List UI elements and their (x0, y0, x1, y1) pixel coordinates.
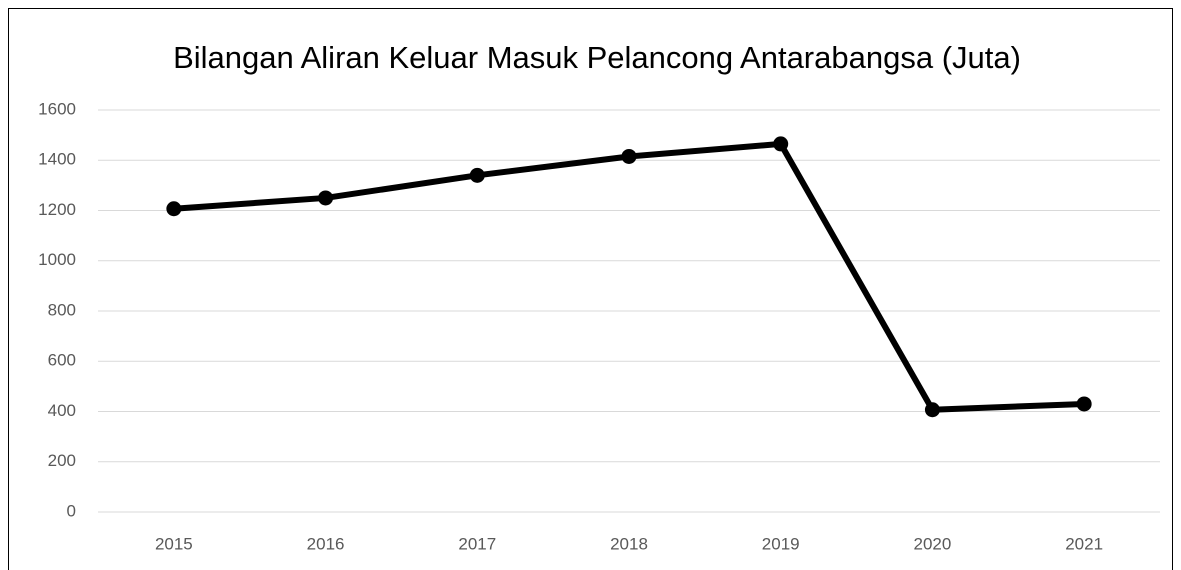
marker (621, 148, 637, 164)
y-tick-label: 1200 (38, 200, 76, 219)
chart-title: Bilangan Aliran Keluar Masuk Pelancong A… (173, 40, 1021, 75)
y-tick-label: 0 (67, 501, 76, 520)
x-tick-label: 2017 (458, 534, 496, 553)
x-tick-label: 2019 (762, 534, 800, 553)
marker (166, 201, 182, 217)
chart-frame (8, 8, 1173, 570)
line (173, 140, 1085, 413)
y-tick-label: 1600 (38, 99, 76, 118)
y-tick-label: 800 (48, 300, 76, 319)
marker (469, 167, 485, 183)
marker (924, 402, 940, 418)
marker (318, 190, 334, 206)
y-tick-label: 200 (48, 451, 76, 470)
y-tick-label: 400 (48, 401, 76, 420)
y-tick-label: 1400 (38, 150, 76, 169)
x-tick-label: 2021 (1065, 534, 1103, 553)
marker (1076, 396, 1092, 412)
x-tick-label: 2016 (307, 534, 345, 553)
x-tick-label: 2015 (155, 534, 193, 553)
y-tick-label: 1000 (38, 250, 76, 269)
marker (773, 136, 789, 152)
x-tick-label: 2018 (610, 534, 648, 553)
y-tick-label: 600 (48, 351, 76, 370)
x-tick-label: 2020 (914, 534, 952, 553)
